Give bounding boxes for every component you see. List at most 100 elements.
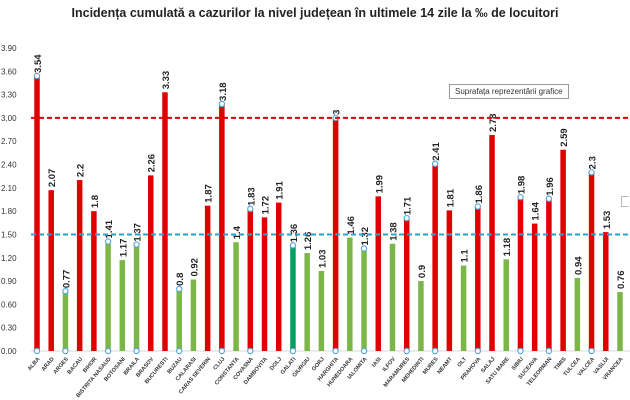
selection-handle[interactable] — [247, 205, 254, 213]
selection-handle[interactable] — [360, 245, 368, 252]
chart-bar[interactable] — [517, 197, 524, 351]
chart-title: Incidența cumulată a cazurilor la nivel … — [71, 6, 559, 20]
selection-handle[interactable] — [175, 347, 183, 355]
chart-bar[interactable] — [489, 135, 495, 351]
chart-bar[interactable] — [133, 244, 140, 351]
y-tick-label: 3.00 — [1, 114, 17, 123]
selection-handle[interactable] — [517, 193, 524, 201]
chart-bar[interactable] — [475, 206, 481, 351]
x-tick-label: IASI — [371, 356, 383, 369]
chart-bar[interactable] — [503, 259, 509, 351]
chart-bar[interactable] — [546, 198, 552, 351]
chart-bar[interactable] — [560, 149, 566, 351]
chart-bar[interactable] — [261, 217, 268, 351]
chart-bar[interactable] — [375, 196, 382, 351]
chart-bar[interactable] — [119, 260, 126, 351]
selection-handle[interactable] — [104, 347, 112, 355]
chart-bar[interactable] — [247, 208, 254, 351]
chart-bar[interactable] — [617, 291, 623, 351]
selection-handle[interactable] — [332, 347, 339, 355]
chart-resize-handle[interactable] — [621, 196, 629, 207]
data-label: 1.17 — [118, 239, 129, 258]
selection-handle[interactable] — [133, 241, 140, 248]
selection-handle[interactable] — [218, 347, 226, 355]
chart-bar[interactable] — [432, 163, 438, 351]
selection-handle[interactable] — [104, 238, 112, 245]
selection-handle[interactable] — [62, 347, 69, 355]
chart-bar[interactable] — [190, 279, 197, 351]
chart-bar[interactable] — [219, 103, 225, 351]
selection-handle[interactable] — [431, 347, 439, 355]
selection-handle[interactable] — [474, 203, 482, 210]
selection-handle[interactable] — [431, 160, 439, 167]
chart-bar[interactable] — [418, 281, 424, 351]
data-label: 0.94 — [573, 256, 584, 275]
data-label: 1.86 — [474, 185, 485, 204]
selection-handle[interactable] — [588, 347, 595, 355]
selection-handle[interactable] — [33, 347, 41, 355]
chart-bar[interactable] — [62, 291, 69, 351]
data-label: 1.46 — [346, 216, 357, 235]
chart-bar[interactable] — [162, 92, 168, 352]
chart-bar[interactable] — [361, 248, 367, 351]
x-tick-label: BACAU — [67, 356, 85, 375]
chart-bar[interactable] — [290, 245, 296, 351]
chart-bar[interactable] — [275, 202, 282, 351]
selection-handle[interactable] — [517, 347, 524, 355]
chart-bar[interactable] — [233, 242, 239, 351]
chart-bar[interactable] — [304, 253, 310, 351]
chart-bar[interactable] — [574, 277, 581, 351]
y-tick-label: 2.40 — [1, 161, 17, 170]
chart-bar[interactable] — [603, 232, 609, 351]
selection-handle[interactable] — [247, 347, 254, 355]
data-label: 1.53 — [602, 211, 613, 230]
selection-handle[interactable] — [289, 347, 297, 355]
selection-handle[interactable] — [403, 214, 410, 222]
data-label: 1.8 — [90, 195, 101, 208]
y-tick-label: 0.60 — [1, 300, 17, 309]
data-label: 1.36 — [289, 224, 300, 243]
x-tick-label: ALBA — [27, 356, 42, 372]
data-label: 1.71 — [403, 196, 414, 215]
chart-bar[interactable] — [389, 243, 396, 351]
chart-bar[interactable] — [446, 210, 453, 351]
data-label: 1.96 — [545, 177, 556, 196]
data-label: 3.33 — [161, 71, 172, 90]
data-label: 1.64 — [531, 201, 542, 220]
selection-handle[interactable] — [588, 169, 595, 176]
selection-handle[interactable] — [218, 100, 226, 108]
chart-bar[interactable] — [176, 288, 182, 351]
selection-handle[interactable] — [33, 72, 41, 80]
chart-bar[interactable] — [531, 223, 538, 351]
chart-bar[interactable] — [48, 190, 54, 351]
chart-bar[interactable] — [460, 265, 467, 351]
chart-bar[interactable] — [148, 175, 154, 351]
y-tick-label: 2.10 — [1, 184, 17, 193]
selection-handle[interactable] — [289, 242, 297, 249]
data-label: 2.3 — [588, 156, 599, 169]
selection-handle[interactable] — [403, 347, 410, 355]
selection-handle[interactable] — [360, 347, 368, 355]
selection-handle[interactable] — [474, 347, 482, 355]
selection-handle[interactable] — [545, 195, 553, 202]
chart-bar[interactable] — [403, 218, 410, 351]
data-label: 1.91 — [275, 180, 286, 199]
x-tick-label: NEAMT — [437, 356, 455, 376]
selection-handle[interactable] — [175, 285, 183, 293]
data-label: 2.26 — [147, 154, 158, 173]
chart-bar[interactable] — [318, 270, 325, 351]
chart-bar[interactable] — [347, 237, 353, 351]
selection-handle[interactable] — [545, 347, 553, 355]
chart-bar[interactable] — [91, 211, 97, 351]
chart-bar[interactable] — [105, 241, 111, 351]
chart-bar[interactable] — [34, 75, 40, 351]
selection-handle[interactable] — [62, 287, 69, 295]
chart-bar[interactable] — [588, 172, 595, 351]
chart-bar[interactable] — [204, 205, 211, 351]
data-label: 0.8 — [175, 273, 186, 286]
selection-handle[interactable] — [133, 347, 140, 355]
chart-bar[interactable] — [76, 180, 83, 351]
data-label: 0.9 — [417, 265, 428, 278]
data-label: 2.07 — [47, 169, 58, 188]
